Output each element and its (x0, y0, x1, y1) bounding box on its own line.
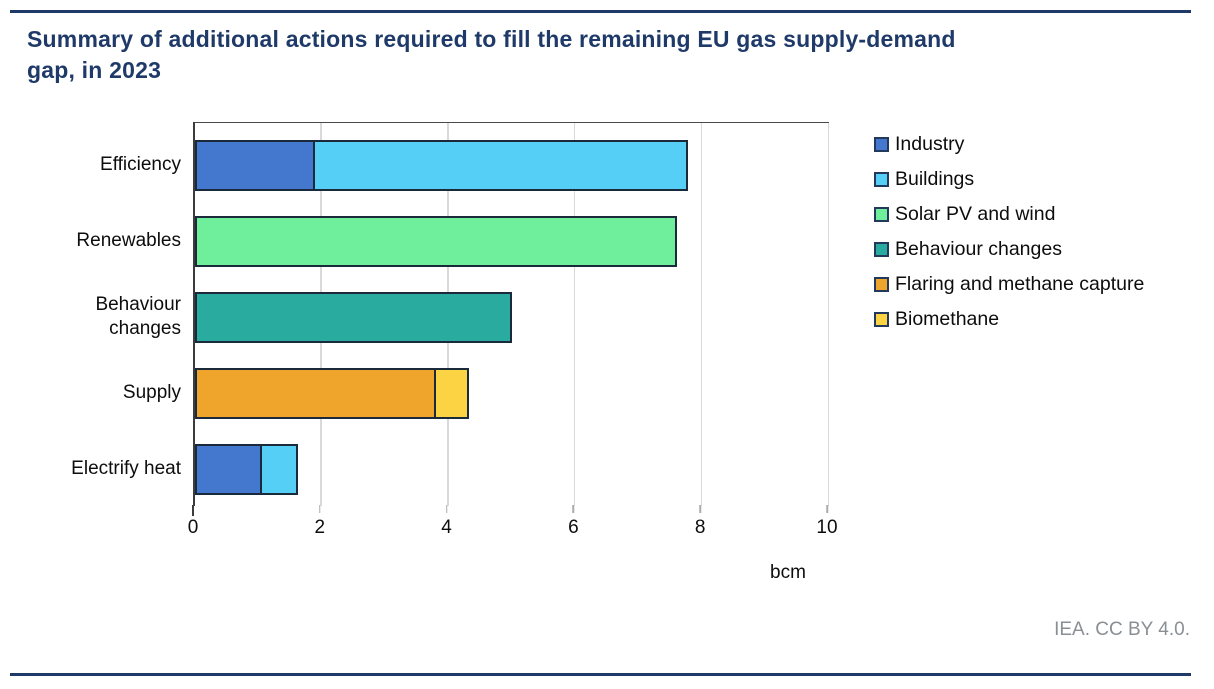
legend: Industry Buildings Solar PV and wind Behavi… (874, 132, 1144, 342)
axis-tick (826, 505, 828, 513)
legend-item-label: Solar PV and wind (895, 202, 1056, 225)
category-label: Behaviour changes (95, 293, 181, 339)
legend-swatch-icon (874, 136, 889, 152)
bar-segment (313, 140, 688, 191)
legend-item-label: Flaring and methane capture (895, 272, 1145, 295)
legend-item: Flaring and methane capture (874, 272, 1144, 296)
x-tick-label: 6 (568, 517, 579, 538)
category-label: Supply (122, 381, 181, 403)
bar-segment (195, 216, 677, 267)
top-rule (10, 10, 1191, 13)
legend-swatch-icon (874, 171, 889, 187)
x-tick-label: 4 (441, 517, 452, 538)
footer-attribution: IEA. CC BY 4.0. (1054, 619, 1190, 640)
bar-row (195, 368, 469, 419)
legend-item: Industry (874, 132, 1144, 156)
bar-segment (195, 368, 436, 419)
bar-row (195, 216, 677, 267)
legend-item-label: Industry (895, 132, 965, 155)
legend-item: Behaviour changes (874, 237, 1144, 261)
gridline (700, 123, 703, 506)
legend-swatch-icon (874, 241, 889, 257)
bottom-rule (10, 673, 1191, 676)
axis-tick (699, 505, 701, 513)
legend-swatch-icon (874, 276, 889, 292)
x-tick-label: 8 (694, 517, 706, 538)
gridline (827, 123, 829, 506)
legend-item: Biomethane (874, 307, 1144, 331)
plot-area (193, 122, 829, 506)
legend-swatch-icon (874, 311, 889, 327)
bar-segment (195, 140, 316, 191)
legend-item-label: Biomethane (895, 307, 1000, 330)
gridline (573, 123, 576, 506)
x-tick-label: 0 (187, 517, 199, 538)
axis-tick (192, 505, 194, 516)
category-label: Renewables (76, 229, 181, 251)
bar-row (195, 444, 298, 495)
category-label: Electrify heat (71, 457, 181, 479)
x-axis-label: bcm (770, 562, 806, 583)
bar-row (195, 292, 512, 343)
legend-item-label: Buildings (895, 167, 975, 190)
x-tick-label: 2 (314, 517, 326, 538)
legend-item: Buildings (874, 167, 1144, 191)
axis-tick (572, 505, 575, 513)
legend-item-label: Behaviour changes (895, 237, 1062, 260)
category-label: Efficiency (100, 153, 181, 175)
axis-tick (319, 505, 321, 513)
bar-segment (259, 444, 298, 495)
bar-row (195, 140, 688, 191)
legend-item: Solar PV and wind (874, 202, 1144, 226)
legend-swatch-icon (874, 206, 889, 222)
bar-segment (433, 368, 469, 419)
page-title: Summary of additional actions required t… (27, 26, 956, 83)
bar-segment (195, 292, 512, 343)
bars-layer (195, 123, 829, 506)
axis-tick (445, 505, 448, 513)
x-tick-label: 10 (816, 517, 838, 538)
bar-segment (195, 444, 262, 495)
